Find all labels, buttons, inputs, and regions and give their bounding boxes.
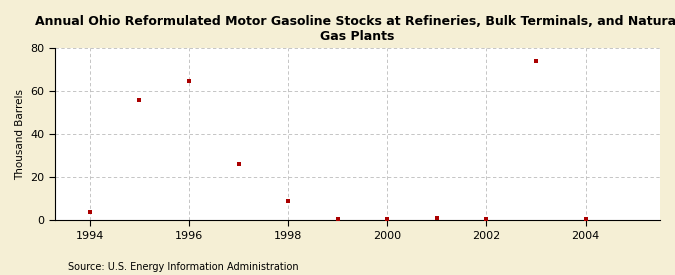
Point: [580, 217, 591, 221]
Point: [332, 217, 343, 221]
Point: [481, 217, 492, 221]
Text: Source: U.S. Energy Information Administration: Source: U.S. Energy Information Administ…: [68, 262, 298, 272]
Point: [283, 199, 294, 203]
Title: Annual Ohio Reformulated Motor Gasoline Stocks at Refineries, Bulk Terminals, an: Annual Ohio Reformulated Motor Gasoline …: [35, 15, 675, 43]
Point: [134, 98, 144, 102]
Point: [233, 162, 244, 167]
Point: [84, 210, 95, 214]
Point: [531, 59, 541, 64]
Point: [431, 216, 442, 220]
Point: [382, 217, 393, 221]
Point: [184, 78, 194, 83]
Y-axis label: Thousand Barrels: Thousand Barrels: [15, 89, 25, 180]
